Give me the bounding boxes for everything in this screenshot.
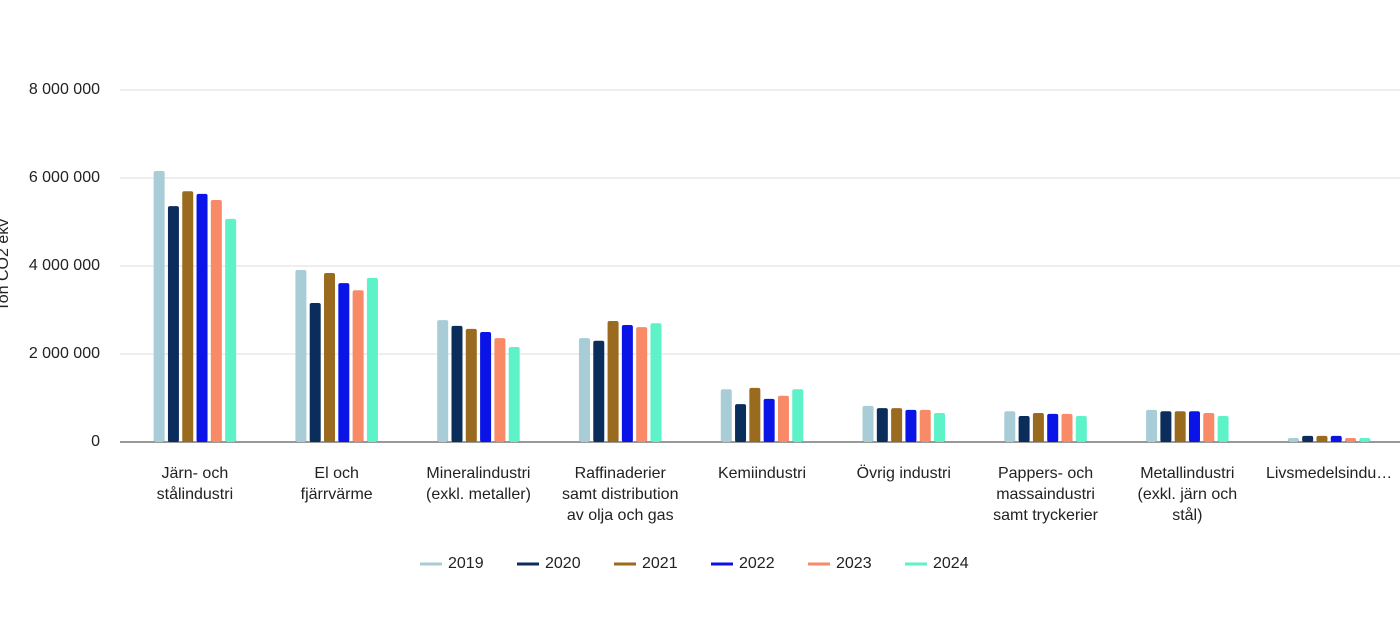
bar xyxy=(352,290,364,442)
bar xyxy=(225,218,237,442)
bar xyxy=(324,273,336,442)
bar xyxy=(749,387,761,442)
legend-label: 2024 xyxy=(933,555,969,572)
bar xyxy=(578,338,590,442)
bar xyxy=(891,408,903,442)
x-tick-label: stålindustri xyxy=(157,485,233,503)
bar xyxy=(1160,411,1172,442)
bar xyxy=(480,332,492,442)
x-tick-label: av olja och gas xyxy=(567,507,674,524)
x-tick-label: El och xyxy=(314,465,358,482)
y-tick-label: 6 000 000 xyxy=(29,169,100,186)
y-axis-label: Ton CO2 ekv xyxy=(0,219,12,311)
bar xyxy=(182,191,194,442)
bar xyxy=(153,170,165,442)
y-tick-label: 8 000 000 xyxy=(29,81,100,98)
x-tick-label: Järn- och xyxy=(162,465,229,482)
legend-label: 2020 xyxy=(545,555,581,572)
bar xyxy=(1287,438,1299,442)
bar xyxy=(210,200,222,442)
x-tick-label: fjärrvärme xyxy=(301,486,373,503)
bar xyxy=(366,277,378,442)
x-tick-label: samt distribution xyxy=(562,486,679,503)
bar xyxy=(1018,416,1030,442)
bar xyxy=(1004,411,1016,442)
bar xyxy=(636,327,648,442)
bar xyxy=(1203,412,1215,442)
bar xyxy=(735,404,747,442)
bar xyxy=(1316,435,1328,442)
x-tick-label: samt tryckerier xyxy=(993,507,1099,524)
bar xyxy=(862,405,874,442)
bar xyxy=(338,283,350,442)
bar xyxy=(1146,409,1158,442)
x-tick-label: (exkl. metaller) xyxy=(426,486,531,503)
bar xyxy=(919,409,931,442)
bar xyxy=(1359,438,1371,442)
legend-label: 2023 xyxy=(836,555,872,572)
bar xyxy=(905,409,917,442)
bar xyxy=(607,321,619,442)
x-tick-label: Mineralindustri xyxy=(426,465,530,482)
bar xyxy=(508,346,520,442)
bar xyxy=(593,340,605,442)
bar xyxy=(621,324,633,442)
bar xyxy=(876,408,888,442)
bar xyxy=(1345,438,1357,442)
bar xyxy=(1302,435,1314,442)
bar xyxy=(309,302,321,442)
bar xyxy=(777,395,789,442)
bar xyxy=(1174,411,1186,442)
bar xyxy=(1047,413,1059,442)
x-tick-label: Metallindustri xyxy=(1140,465,1234,482)
x-tick-label: Kemiindustri xyxy=(718,465,806,482)
legend-label: 2021 xyxy=(642,555,678,572)
bar xyxy=(465,328,477,442)
bar xyxy=(1032,412,1044,442)
bar xyxy=(451,325,463,442)
bar xyxy=(167,206,179,442)
x-tick-label: massaindustri xyxy=(996,486,1095,503)
legend-label: 2022 xyxy=(739,555,775,572)
x-tick-label: Övrig industri xyxy=(857,464,951,482)
bar xyxy=(934,412,946,442)
bar xyxy=(792,389,804,442)
bar xyxy=(650,323,662,442)
bar xyxy=(1061,413,1073,442)
legend-label: 2019 xyxy=(448,555,484,572)
bar xyxy=(720,389,732,442)
x-tick-label: Raffinaderier xyxy=(575,465,667,482)
x-tick-label: Livsmedelsindu… xyxy=(1266,465,1392,482)
bar xyxy=(1188,411,1200,442)
bar xyxy=(295,269,307,442)
bar xyxy=(1075,416,1087,442)
x-tick-label: Pappers- och xyxy=(998,465,1093,482)
bar xyxy=(196,193,208,442)
x-tick-label: stål) xyxy=(1172,506,1202,524)
bar xyxy=(437,320,449,442)
bar xyxy=(1217,416,1229,442)
y-tick-label: 4 000 000 xyxy=(29,257,100,274)
x-tick-label: (exkl. järn och xyxy=(1138,486,1238,503)
bar xyxy=(494,338,506,442)
y-tick-label: 0 xyxy=(91,433,100,450)
y-tick-label: 2 000 000 xyxy=(29,345,100,362)
bar xyxy=(763,398,775,442)
bar xyxy=(1330,435,1342,442)
